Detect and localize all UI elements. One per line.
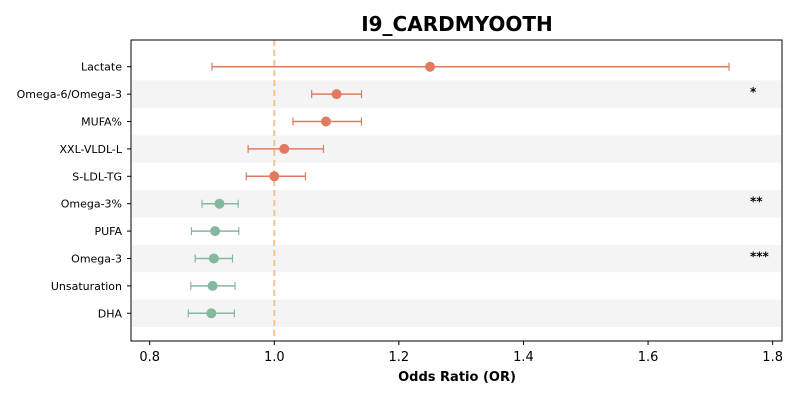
category-label: PUFA	[94, 225, 122, 238]
row-band	[132, 135, 781, 163]
category-label: Omega-3	[71, 253, 122, 266]
or-point	[206, 308, 217, 319]
x-tick-label: 1.2	[389, 350, 410, 365]
category-label: Lactate	[81, 61, 122, 74]
x-axis: 0.8 1.0 1.2 1.4 1.6 1.8	[139, 341, 783, 365]
or-point	[269, 171, 280, 182]
or-point	[425, 61, 436, 72]
data-marks	[187, 61, 730, 319]
category-label: Unsaturation	[51, 280, 122, 293]
x-axis-label: Odds Ratio (OR)	[398, 370, 516, 385]
x-tick-label: 0.8	[139, 350, 160, 365]
significance-markers: ******	[750, 85, 770, 263]
or-point	[210, 226, 221, 237]
category-label: Omega-6/Omega-3	[17, 88, 122, 101]
x-tick-label: 1.8	[762, 350, 783, 365]
significance-label: *	[750, 85, 757, 99]
or-point	[208, 253, 219, 264]
significance-label: ***	[750, 250, 770, 264]
chart-title: I9_CARDMYOOTH	[361, 12, 553, 36]
category-label: Omega-3%	[61, 198, 122, 211]
row-band	[132, 80, 781, 108]
or-point	[331, 89, 342, 100]
plot-frame	[130, 39, 783, 342]
y-axis: Lactate Omega-6/Omega-3 MUFA% XXL-VLDL-L S-L…	[17, 61, 131, 320]
x-tick-label: 1.6	[638, 350, 659, 365]
or-point	[207, 280, 218, 291]
category-label: XXL-VLDL-L	[60, 143, 123, 156]
category-label: MUFA%	[81, 116, 122, 129]
row-band	[132, 190, 781, 218]
x-tick-label: 1.4	[513, 350, 534, 365]
significance-label: **	[750, 195, 763, 209]
x-tick-label: 1.0	[264, 350, 285, 365]
or-point	[320, 116, 331, 127]
category-label: DHA	[98, 307, 123, 320]
row-bands	[132, 80, 781, 327]
row-band	[132, 299, 781, 327]
category-label: S-LDL-TG	[72, 170, 122, 183]
row-band	[132, 244, 781, 273]
or-point	[279, 143, 290, 154]
or-point	[214, 198, 225, 209]
